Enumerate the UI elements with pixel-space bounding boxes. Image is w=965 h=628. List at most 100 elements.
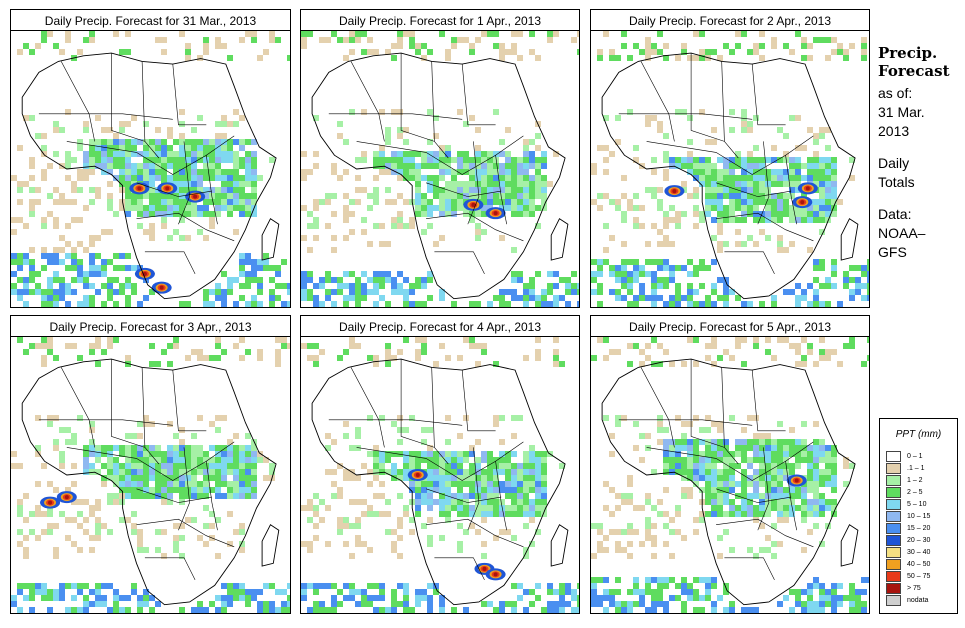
country-border (66, 441, 235, 481)
precip-cell (675, 511, 681, 517)
precip-cell (131, 511, 137, 517)
precip-cell (711, 421, 717, 427)
precip-cell (591, 583, 597, 589)
precip-cell (173, 475, 179, 481)
precip-cell (469, 169, 475, 175)
precip-cell (427, 517, 433, 523)
precip-cell (167, 163, 173, 169)
precip-cell (143, 145, 149, 151)
precip-cell (795, 157, 801, 163)
precip-cell (391, 217, 397, 223)
precip-cell (693, 415, 699, 421)
precip-cell (705, 463, 711, 469)
precip-cell (753, 49, 759, 55)
precip-cell (795, 445, 801, 451)
precip-cell (633, 145, 639, 151)
precip-cell (17, 499, 23, 505)
data-source-2: GFS (878, 244, 907, 260)
precip-cell (245, 283, 251, 289)
precip-cell (553, 31, 559, 37)
country-border (467, 447, 480, 531)
precip-cell (427, 463, 433, 469)
totals-label: Totals (878, 174, 915, 190)
precip-cell (131, 493, 137, 499)
precip-cell (197, 451, 203, 457)
precip-cell (765, 487, 771, 493)
precip-cell (257, 601, 263, 607)
precip-cell (621, 601, 627, 607)
precip-cell (367, 49, 373, 55)
precip-cell (65, 289, 71, 295)
precip-cell (349, 31, 355, 37)
precip-cell (71, 517, 77, 523)
precip-cell (657, 601, 663, 607)
precip-cell (95, 583, 101, 589)
precip-cell (439, 199, 445, 205)
country-border (618, 113, 753, 120)
precip-cell (493, 457, 499, 463)
precip-cell (203, 475, 209, 481)
precip-cell (173, 211, 179, 217)
precip-cell (831, 487, 837, 493)
precip-cell (191, 211, 197, 217)
precip-cell (47, 259, 53, 265)
precip-cell (47, 289, 53, 295)
legend-swatch (886, 571, 901, 582)
precip-cell (35, 343, 41, 349)
precip-cell (415, 211, 421, 217)
precip-cell (571, 595, 577, 601)
precip-cell (361, 109, 367, 115)
precip-cell (349, 475, 355, 481)
precip-cell (511, 463, 517, 469)
precip-cell (319, 199, 325, 205)
precip-cell (577, 289, 579, 295)
precip-cell (675, 217, 681, 223)
precip-cell (597, 49, 603, 55)
precip-cell (221, 175, 227, 181)
precip-cell (451, 301, 457, 307)
precip-cell (511, 607, 517, 613)
precip-cell (517, 295, 523, 301)
precip-cell (173, 151, 179, 157)
precip-cell (29, 199, 35, 205)
precip-cell (313, 115, 319, 121)
precip-cell (705, 457, 711, 463)
precip-cell (427, 505, 433, 511)
precip-cell (227, 451, 233, 457)
precip-cell (651, 289, 657, 295)
precip-cell (729, 487, 735, 493)
precip-cell (747, 481, 753, 487)
precip-cell (415, 451, 421, 457)
precip-cell (137, 175, 143, 181)
precip-cell (609, 529, 615, 535)
precip-cell (439, 157, 445, 163)
precip-cell (325, 223, 331, 229)
country-border (66, 135, 235, 175)
precip-cell (813, 607, 819, 613)
precip-cell (385, 361, 391, 367)
precip-cell (717, 553, 723, 559)
precip-cell (197, 463, 203, 469)
precip-cell (227, 493, 233, 499)
precip-cell (669, 439, 675, 445)
precip-cell (107, 607, 113, 613)
precip-cell (251, 469, 257, 475)
precip-cell (221, 169, 227, 175)
precip-cell (415, 457, 421, 463)
precip-cell (173, 535, 179, 541)
precip-cell (313, 589, 319, 595)
precip-cell (639, 361, 645, 367)
precip-cell (861, 271, 867, 277)
precip-cell (35, 199, 41, 205)
precip-cell (849, 583, 855, 589)
precip-cell (77, 241, 83, 247)
precip-cell (627, 607, 633, 613)
precip-cell (23, 517, 29, 523)
precip-cell (813, 481, 819, 487)
precip-cell (723, 181, 729, 187)
precip-cell (711, 607, 717, 613)
precip-cell (263, 253, 269, 259)
precip-cell (71, 481, 77, 487)
precip-cell (487, 205, 493, 211)
precip-cell (753, 433, 759, 439)
